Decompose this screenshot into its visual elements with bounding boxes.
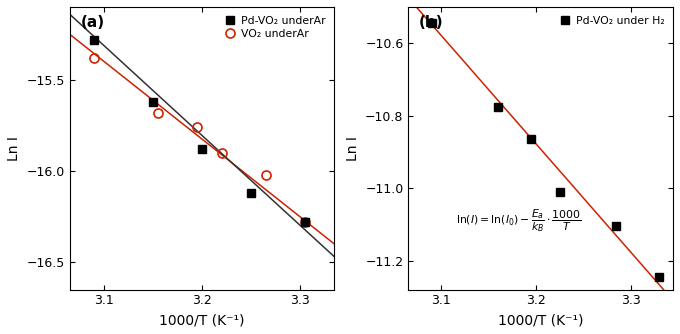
Y-axis label: Ln I: Ln I xyxy=(7,136,21,161)
Pd-VO₂ underAr xyxy=(247,191,255,195)
Pd-VO₂ underAr xyxy=(198,147,206,151)
Line: VO₂ underAr: VO₂ underAr xyxy=(90,53,309,227)
Line: Pd-VO₂ under H₂: Pd-VO₂ under H₂ xyxy=(428,19,663,281)
Pd-VO₂ underAr xyxy=(149,100,157,104)
Pd-VO₂ underAr xyxy=(90,38,99,42)
Pd-VO₂ under H₂ xyxy=(494,105,503,109)
Legend: Pd-VO₂ underAr, VO₂ underAr: Pd-VO₂ underAr, VO₂ underAr xyxy=(220,12,329,42)
Text: $\ln(I) = \ln(I_0) - \dfrac{E_a}{k_B} \cdot \dfrac{1000}{T}$: $\ln(I) = \ln(I_0) - \dfrac{E_a}{k_B} \c… xyxy=(456,207,581,234)
VO₂ underAr xyxy=(218,151,226,155)
Legend: Pd-VO₂ under H₂: Pd-VO₂ under H₂ xyxy=(555,12,668,29)
Line: Pd-VO₂ underAr: Pd-VO₂ underAr xyxy=(90,36,309,226)
Pd-VO₂ under H₂ xyxy=(428,21,436,25)
VO₂ underAr xyxy=(193,125,201,129)
X-axis label: 1000/T (K⁻¹): 1000/T (K⁻¹) xyxy=(498,313,583,327)
VO₂ underAr xyxy=(262,173,270,177)
Text: (b): (b) xyxy=(419,15,443,30)
Text: (a): (a) xyxy=(80,15,105,30)
Y-axis label: Ln I: Ln I xyxy=(345,136,360,161)
Pd-VO₂ under H₂ xyxy=(655,275,663,279)
X-axis label: 1000/T (K⁻¹): 1000/T (K⁻¹) xyxy=(159,313,245,327)
VO₂ underAr xyxy=(90,56,99,60)
Pd-VO₂ under H₂ xyxy=(527,137,535,141)
VO₂ underAr xyxy=(301,220,309,224)
Pd-VO₂ underAr xyxy=(301,220,309,224)
Pd-VO₂ under H₂ xyxy=(612,224,620,228)
VO₂ underAr xyxy=(154,111,162,115)
Pd-VO₂ under H₂ xyxy=(556,190,564,194)
